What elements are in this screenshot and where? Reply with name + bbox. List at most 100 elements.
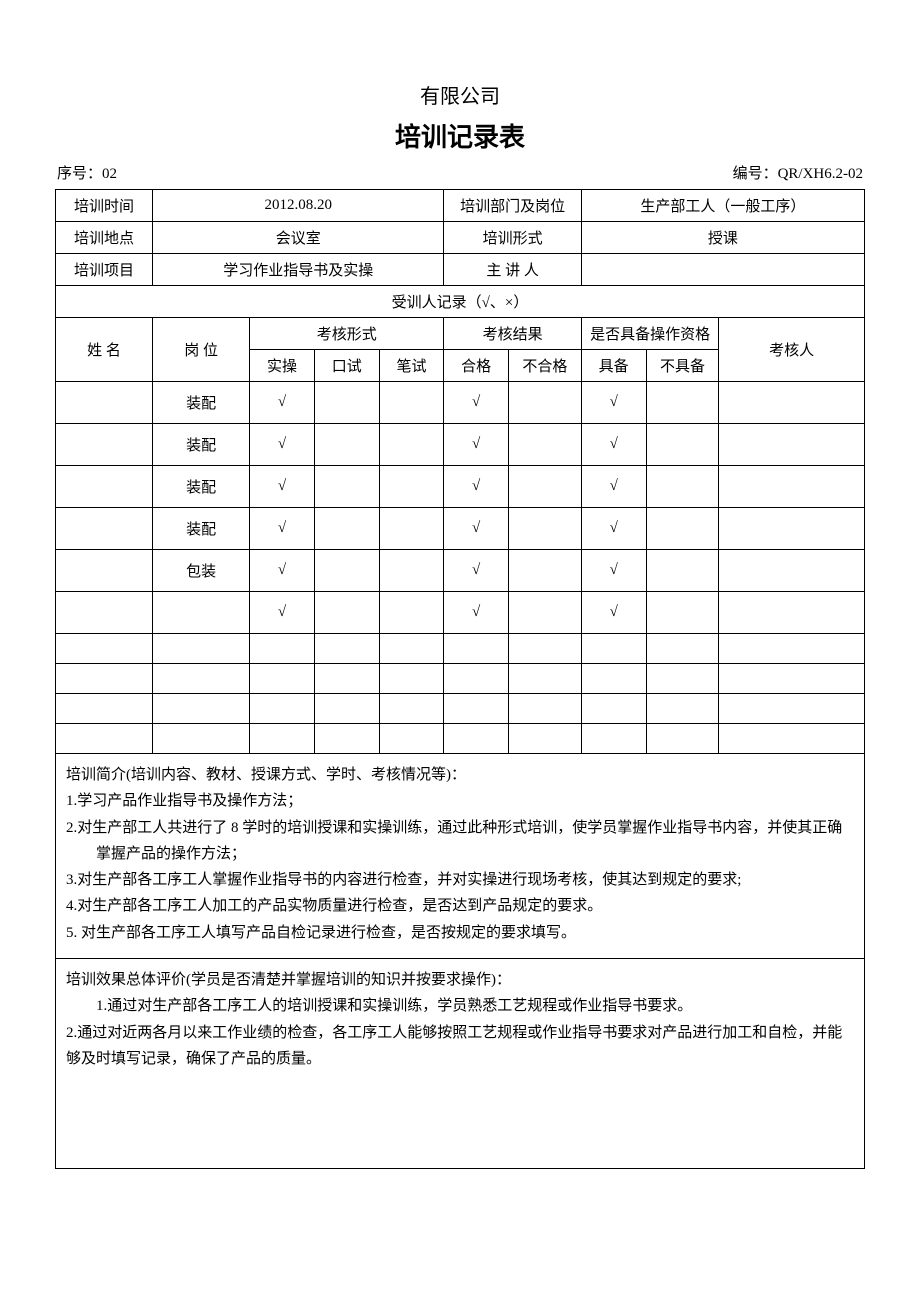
empty-cell <box>719 664 865 694</box>
cell-pass: √ <box>444 508 509 550</box>
col-pass: 合格 <box>444 350 509 382</box>
cell-assessor <box>719 592 865 634</box>
cell-oral <box>314 424 379 466</box>
empty-cell <box>444 694 509 724</box>
info-row-project: 培训项目 学习作业指导书及实操 主 讲 人 <box>56 254 865 286</box>
cell-practical: √ <box>250 382 315 424</box>
summary-intro-label: 培训简介(培训内容、教材、授课方式、学时、考核情况等)： <box>66 762 854 788</box>
cell-oral <box>314 382 379 424</box>
eval-line: 2.通过对近两各月以来工作业绩的检查，各工序工人能够按照工艺规程或作业指导书要求… <box>66 1020 854 1073</box>
intro-line: 2.对生产部工人共进行了 8 学时的培训授课和实操训练，通过此种形式培训，使学员… <box>66 815 854 868</box>
empty-cell <box>719 724 865 754</box>
company-name: 有限公司 <box>55 80 865 109</box>
cell-fail <box>509 382 582 424</box>
cell-assessor <box>719 508 865 550</box>
column-header-row-1: 姓 名 岗 位 考核形式 考核结果 是否具备操作资格 考核人 <box>56 318 865 350</box>
cell-oral <box>314 508 379 550</box>
cell-fail <box>509 424 582 466</box>
summary-intro-row: 培训简介(培训内容、教材、授课方式、学时、考核情况等)： 1.学习产品作业指导书… <box>56 754 865 959</box>
empty-cell <box>250 634 315 664</box>
empty-cell <box>379 634 444 664</box>
table-row-empty <box>56 724 865 754</box>
cell-fail <box>509 592 582 634</box>
serial-number: 序号：02 <box>57 162 117 183</box>
cell-practical: √ <box>250 466 315 508</box>
col-name: 姓 名 <box>56 318 153 382</box>
empty-cell <box>719 694 865 724</box>
cell-post: 装配 <box>153 424 250 466</box>
intro-line: 3.对生产部各工序工人掌握作业指导书的内容进行检查，并对实操进行现场考核，使其达… <box>66 867 854 893</box>
empty-cell <box>153 634 250 664</box>
empty-cell <box>509 724 582 754</box>
cell-oral <box>314 550 379 592</box>
cell-oral <box>314 466 379 508</box>
table-row: 装配√√√ <box>56 382 865 424</box>
table-row-empty <box>56 664 865 694</box>
cell-written <box>379 508 444 550</box>
cell-written <box>379 550 444 592</box>
col-practical: 实操 <box>250 350 315 382</box>
cell-pass: √ <box>444 424 509 466</box>
cell-pass: √ <box>444 550 509 592</box>
dept-value: 生产部工人（一般工序） <box>581 190 864 222</box>
col-post: 岗 位 <box>153 318 250 382</box>
cell-written <box>379 382 444 424</box>
col-assess-form: 考核形式 <box>250 318 444 350</box>
cell-name <box>56 424 153 466</box>
info-row-time: 培训时间 2012.08.20 培训部门及岗位 生产部工人（一般工序） <box>56 190 865 222</box>
page-title: 培训记录表 <box>55 117 865 154</box>
empty-cell <box>581 724 646 754</box>
empty-cell <box>509 634 582 664</box>
cell-name <box>56 550 153 592</box>
table-row: √√√ <box>56 592 865 634</box>
table-row-empty <box>56 634 865 664</box>
eval-line: 1.通过对生产部各工序工人的培训授课和实操训练，学员熟悉工艺规程或作业指导书要求… <box>66 993 854 1019</box>
cell-fail <box>509 550 582 592</box>
empty-cell <box>56 634 153 664</box>
summary-intro-cell: 培训简介(培训内容、教材、授课方式、学时、考核情况等)： 1.学习产品作业指导书… <box>56 754 865 959</box>
cell-has: √ <box>581 592 646 634</box>
empty-cell <box>509 694 582 724</box>
table-row: 装配√√√ <box>56 424 865 466</box>
empty-cell <box>153 664 250 694</box>
project-value: 学习作业指导书及实操 <box>153 254 444 286</box>
empty-cell <box>379 664 444 694</box>
cell-assessor <box>719 466 865 508</box>
intro-line: 5. 对生产部各工序工人填写产品自检记录进行检查，是否按规定的要求填写。 <box>66 920 854 946</box>
cell-pass: √ <box>444 592 509 634</box>
record-header: 受训人记录（√、×） <box>56 286 865 318</box>
summary-eval-row: 培训效果总体评价(学员是否清楚并掌握培训的知识并按要求操作)： 1.通过对生产部… <box>56 959 865 1169</box>
cell-assessor <box>719 382 865 424</box>
time-label: 培训时间 <box>56 190 153 222</box>
cell-not_has <box>646 382 719 424</box>
empty-cell <box>581 694 646 724</box>
empty-cell <box>646 634 719 664</box>
form-value: 授课 <box>581 222 864 254</box>
empty-cell <box>379 724 444 754</box>
empty-cell <box>56 724 153 754</box>
empty-cell <box>250 664 315 694</box>
cell-not_has <box>646 592 719 634</box>
col-has: 具备 <box>581 350 646 382</box>
cell-pass: √ <box>444 466 509 508</box>
cell-name <box>56 592 153 634</box>
code-value: QR/XH6.2-02 <box>778 166 863 182</box>
cell-written <box>379 466 444 508</box>
empty-cell <box>314 694 379 724</box>
col-oral: 口试 <box>314 350 379 382</box>
empty-cell <box>646 724 719 754</box>
speaker-value <box>581 254 864 286</box>
cell-assessor <box>719 550 865 592</box>
empty-cell <box>444 664 509 694</box>
cell-post: 装配 <box>153 466 250 508</box>
dept-label: 培训部门及岗位 <box>444 190 582 222</box>
meta-row: 序号：02 编号：QR/XH6.2-02 <box>55 162 865 183</box>
cell-fail <box>509 508 582 550</box>
empty-cell <box>581 634 646 664</box>
empty-cell <box>56 664 153 694</box>
cell-written <box>379 424 444 466</box>
empty-cell <box>509 664 582 694</box>
col-not-has: 不具备 <box>646 350 719 382</box>
cell-practical: √ <box>250 508 315 550</box>
empty-cell <box>444 634 509 664</box>
